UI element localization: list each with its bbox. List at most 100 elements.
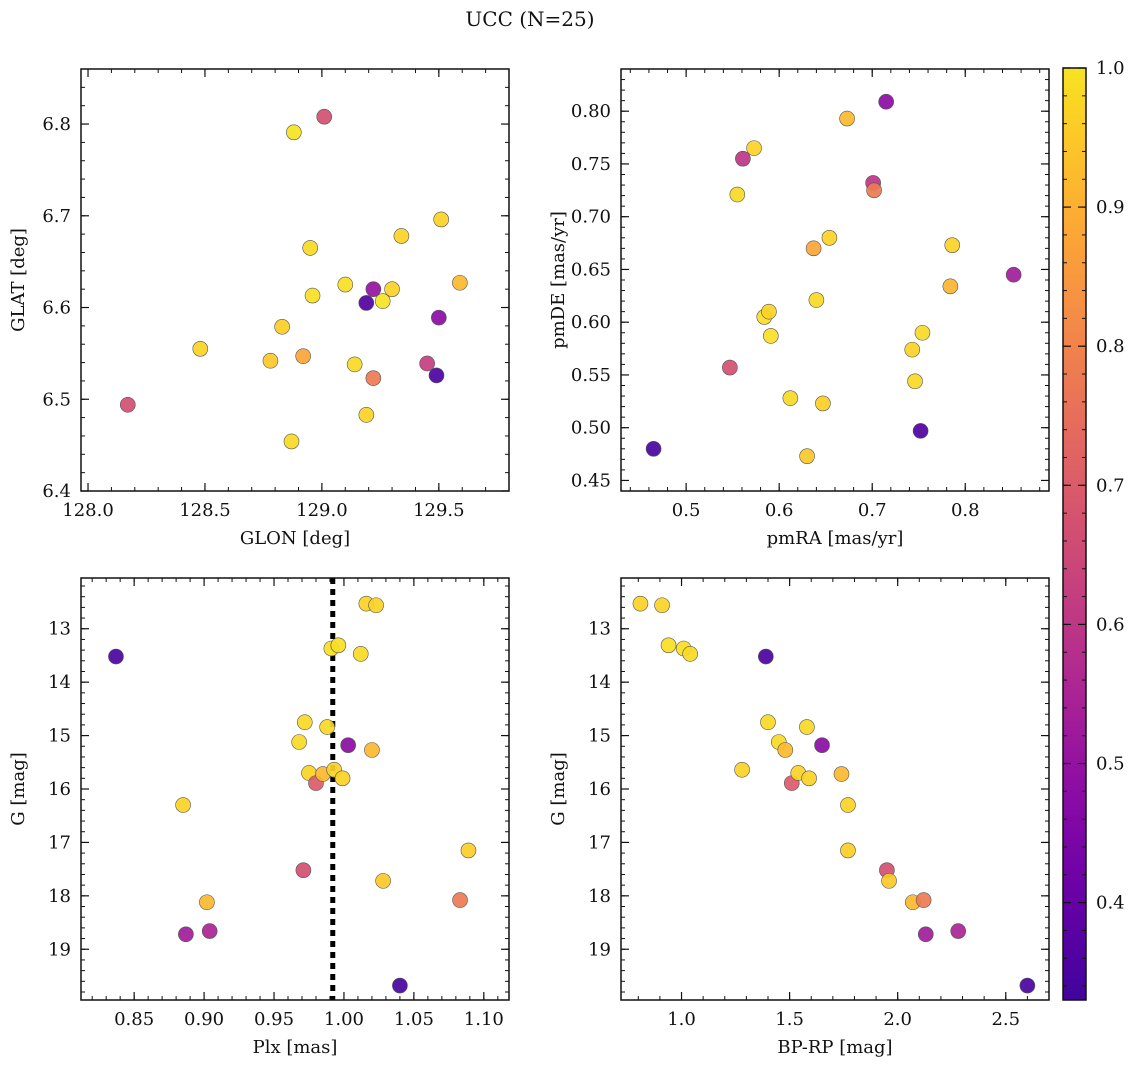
data-point bbox=[833, 766, 850, 782]
y-tick-label: 19 bbox=[48, 939, 71, 960]
data-point bbox=[119, 396, 136, 413]
data-point bbox=[431, 309, 447, 326]
y-tick-label: 16 bbox=[588, 779, 611, 800]
data-point bbox=[660, 637, 677, 654]
y-tick-label: 17 bbox=[48, 832, 71, 853]
data-point bbox=[337, 276, 354, 293]
scatter-panels: 128.0 128.5 129.0 129.5 6.4 6.5 6.6 6.7 6.8 GLON … bbox=[8, 68, 1050, 1058]
data-point bbox=[201, 923, 218, 939]
y-tick-label: 6.7 bbox=[42, 206, 71, 227]
x-tick-label: 2.5 bbox=[991, 1009, 1020, 1030]
data-point bbox=[108, 648, 124, 665]
colorbar: 0.4 0.5 0.6 0.7 0.8 0.9 1.0 bbox=[1062, 58, 1125, 1001]
data-point bbox=[839, 110, 855, 127]
x-tick-label: 128.5 bbox=[179, 500, 231, 521]
y-tick-label: 6.4 bbox=[42, 481, 71, 502]
data-point bbox=[645, 440, 662, 457]
data-point bbox=[365, 370, 382, 386]
y-tick-label: 0.55 bbox=[571, 365, 611, 386]
data-point bbox=[722, 359, 738, 376]
x-tick-label: 0.6 bbox=[765, 500, 794, 521]
data-point bbox=[295, 348, 311, 364]
x-axis-label: Plx [mas] bbox=[253, 1037, 338, 1058]
y-tick-label: 16 bbox=[48, 779, 71, 800]
data-point bbox=[878, 93, 894, 110]
data-point bbox=[729, 186, 746, 203]
x-tick-label: 129.5 bbox=[413, 500, 465, 521]
y-tick-label: 17 bbox=[588, 832, 611, 853]
colorbar-tick-label: 0.9 bbox=[1096, 197, 1125, 218]
x-tick-label: 0.95 bbox=[254, 1009, 294, 1030]
data-point bbox=[799, 719, 815, 735]
data-point bbox=[178, 926, 194, 943]
data-points bbox=[632, 595, 1036, 994]
x-tick-label: 0.90 bbox=[184, 1009, 224, 1030]
data-point bbox=[291, 734, 307, 750]
data-point bbox=[433, 211, 449, 228]
colorbar-tick-label: 1.0 bbox=[1096, 58, 1125, 79]
data-point bbox=[808, 292, 825, 308]
data-point bbox=[368, 597, 384, 614]
y-axis-label: GLAT [deg] bbox=[8, 228, 29, 332]
x-axis-label: BP-RP [mag] bbox=[777, 1037, 892, 1058]
scatter-panel-1: 128.0 128.5 129.0 129.5 6.4 6.5 6.6 6.7 6.8 GLON … bbox=[8, 68, 510, 549]
y-axis-label: pmDE [mas/yr] bbox=[548, 211, 569, 349]
colorbar-tick-label: 0.4 bbox=[1096, 893, 1125, 914]
data-point bbox=[262, 352, 279, 369]
y-tick-label: 18 bbox=[48, 886, 71, 907]
data-point bbox=[907, 373, 923, 390]
data-point bbox=[358, 407, 375, 423]
data-point bbox=[866, 182, 882, 199]
x-tick-label: 0.8 bbox=[951, 500, 980, 521]
data-point bbox=[358, 295, 375, 311]
data-point bbox=[364, 742, 380, 758]
data-point bbox=[777, 742, 794, 758]
data-point bbox=[762, 328, 779, 344]
data-point bbox=[392, 977, 408, 994]
y-tick-label: 0.60 bbox=[571, 312, 611, 333]
data-point bbox=[950, 923, 967, 939]
figure-title: UCC (N=25) bbox=[465, 7, 594, 31]
data-point bbox=[316, 108, 333, 125]
data-point bbox=[384, 281, 400, 297]
data-point bbox=[815, 395, 831, 412]
data-point bbox=[199, 894, 215, 911]
data-point bbox=[452, 892, 468, 908]
data-point bbox=[944, 237, 961, 253]
x-tick-label: 1.5 bbox=[775, 1009, 804, 1030]
data-point bbox=[274, 318, 290, 335]
axes-frame bbox=[80, 577, 510, 1001]
data-point bbox=[904, 341, 921, 358]
y-tick-label: 6.8 bbox=[42, 114, 71, 135]
colorbar-tick-label: 0.5 bbox=[1096, 754, 1125, 775]
data-point bbox=[735, 150, 751, 167]
data-point bbox=[746, 140, 762, 156]
data-points bbox=[119, 108, 468, 450]
axis-ticks bbox=[81, 578, 509, 1000]
scatter-panel-4: 1.0 1.5 2.0 2.5 13 14 15 16 17 18 19 BP-RP [mag] G [… bbox=[548, 577, 1050, 1058]
scatter-panel-3: 0.85 0.90 0.95 1.00 1.05 1.10 13 14 15 16 17 18 19 Pl… bbox=[8, 577, 510, 1058]
data-point bbox=[452, 274, 468, 291]
data-point bbox=[654, 597, 670, 614]
data-point bbox=[460, 842, 477, 859]
data-point bbox=[942, 278, 959, 295]
data-point bbox=[801, 770, 817, 787]
y-axis-label: G [mag] bbox=[8, 752, 29, 825]
y-tick-label: 0.45 bbox=[571, 470, 611, 491]
data-point bbox=[352, 646, 369, 662]
data-point bbox=[915, 892, 932, 908]
data-point bbox=[682, 646, 698, 662]
data-points bbox=[645, 93, 1022, 464]
data-point bbox=[346, 356, 363, 373]
data-point bbox=[1005, 266, 1022, 283]
data-point bbox=[814, 737, 830, 753]
data-point bbox=[840, 842, 856, 859]
data-point bbox=[192, 341, 209, 357]
x-tick-label: 1.10 bbox=[464, 1009, 504, 1030]
data-point bbox=[374, 293, 391, 309]
y-tick-label: 13 bbox=[588, 619, 611, 640]
data-point bbox=[419, 355, 435, 372]
axes-frame bbox=[620, 68, 1050, 492]
data-point bbox=[761, 303, 777, 320]
